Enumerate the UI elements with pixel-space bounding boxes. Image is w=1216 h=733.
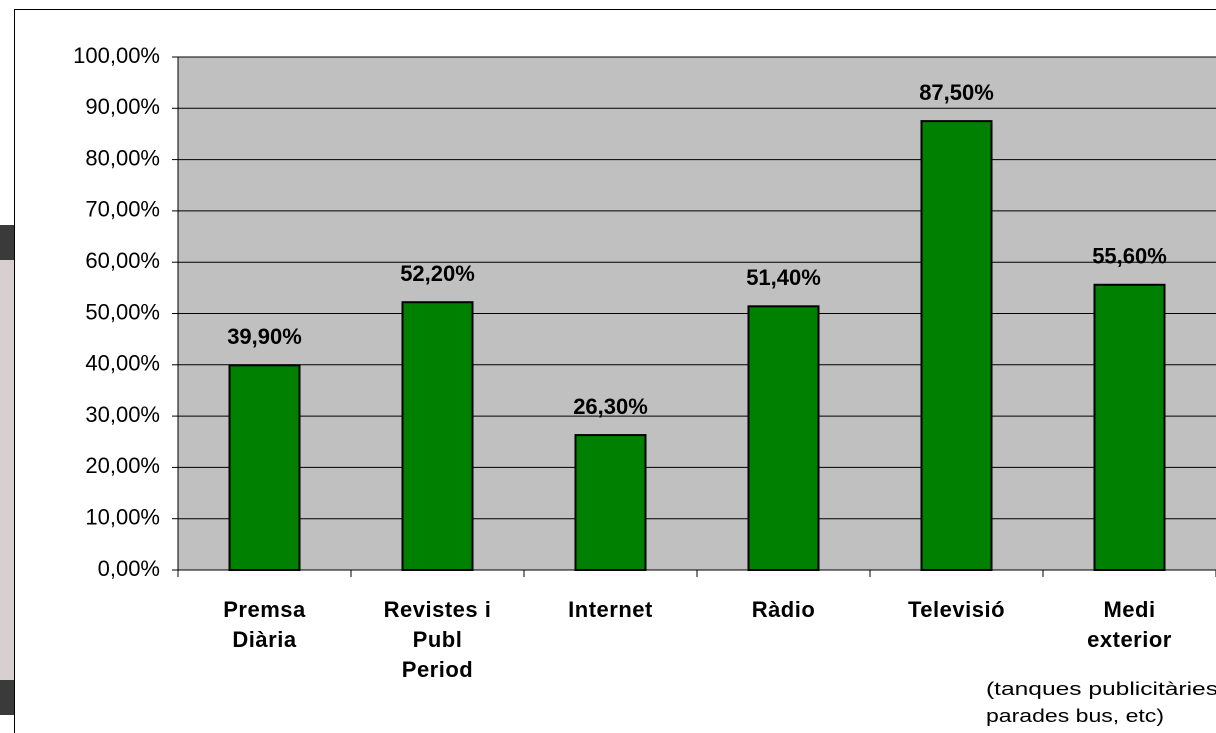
y-tick-label: 0,00% [98, 556, 160, 581]
bar [920, 120, 993, 571]
bar [228, 364, 301, 571]
y-tick-label: 70,00% [85, 197, 160, 222]
y-tick-label: 90,00% [85, 94, 160, 119]
x-tick-label: Medi exterior [1087, 597, 1172, 652]
y-tick-label: 30,00% [85, 402, 160, 427]
y-tick-label: 20,00% [85, 453, 160, 478]
x-tick-label: Premsa Diària [223, 597, 306, 652]
bar [574, 434, 647, 571]
annotation: parades bus, etc) [986, 706, 1164, 726]
x-tick-label: Internet [568, 597, 653, 622]
y-tick-label: 60,00% [85, 248, 160, 273]
bar [747, 305, 820, 571]
value-label: 55,60% [1092, 244, 1167, 269]
value-label: 26,30% [573, 394, 648, 419]
y-tick-label: 80,00% [85, 145, 160, 170]
value-label: 87,50% [919, 80, 994, 105]
value-label: 39,90% [227, 324, 302, 349]
value-label: 51,40% [746, 265, 821, 290]
x-tick-label: Televisió [908, 597, 1005, 622]
bar [1093, 283, 1166, 571]
x-tick-label: Revistes i Publ Period [384, 597, 492, 682]
background-image [0, 260, 14, 680]
annotation: (tanques publicitàries [986, 679, 1216, 699]
y-tick-label: 10,00% [85, 505, 160, 530]
value-label: 52,20% [400, 261, 475, 286]
y-tick-label: 100,00% [73, 43, 160, 68]
y-tick-label: 40,00% [85, 351, 160, 376]
x-tick-label: Ràdio [752, 597, 816, 622]
y-tick-label: 50,00% [85, 299, 160, 324]
bar [401, 301, 474, 571]
